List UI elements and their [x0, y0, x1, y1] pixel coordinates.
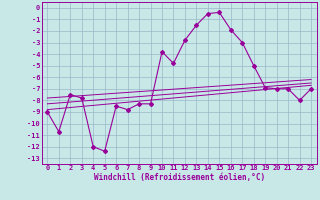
- X-axis label: Windchill (Refroidissement éolien,°C): Windchill (Refroidissement éolien,°C): [94, 173, 265, 182]
